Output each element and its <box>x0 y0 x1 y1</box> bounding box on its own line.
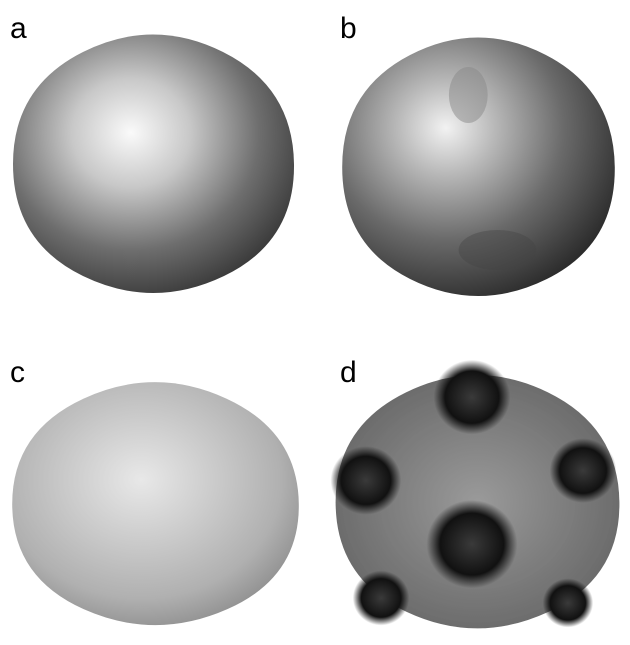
page: a b c d (() => { const data = JSON.parse… <box>0 0 630 645</box>
panel-label: a <box>10 12 27 45</box>
capsid-c <box>12 382 299 625</box>
panel-label: c <box>10 356 25 389</box>
panel-label: b <box>340 12 357 45</box>
capsid-b <box>342 38 615 297</box>
capsid-d <box>331 360 620 629</box>
panel-label: d <box>340 356 357 389</box>
capsid-a <box>13 35 294 294</box>
figure: a b c d <box>0 0 630 645</box>
